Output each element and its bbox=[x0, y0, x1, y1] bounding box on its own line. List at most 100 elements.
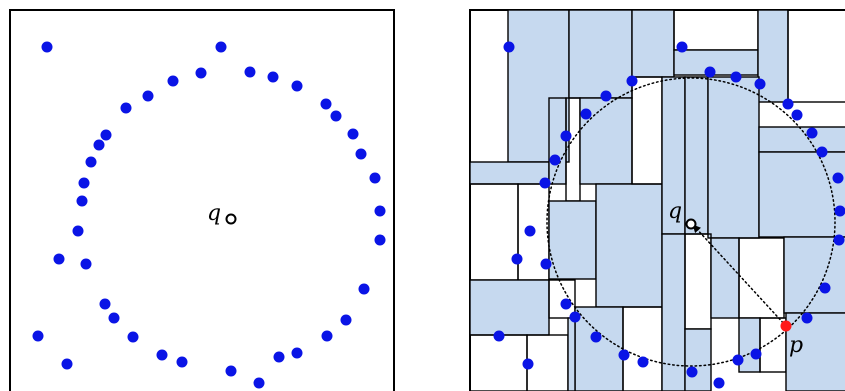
data-point bbox=[100, 129, 112, 141]
nearest-point bbox=[780, 320, 792, 332]
kd-cell bbox=[548, 279, 576, 319]
kd-cell bbox=[758, 151, 845, 238]
kd-cell bbox=[785, 312, 845, 391]
data-point bbox=[225, 365, 237, 377]
data-point bbox=[347, 128, 359, 140]
data-point bbox=[85, 156, 97, 168]
data-point bbox=[560, 130, 572, 142]
right-panel: q p bbox=[469, 9, 845, 391]
kd-cell bbox=[684, 328, 712, 391]
data-point bbox=[358, 283, 370, 295]
kd-cell bbox=[470, 161, 550, 185]
data-point bbox=[637, 356, 649, 368]
data-point bbox=[80, 258, 92, 270]
kd-cell bbox=[548, 200, 597, 280]
data-point bbox=[176, 356, 188, 368]
nearest-distance-ray bbox=[692, 224, 787, 327]
data-point bbox=[291, 347, 303, 359]
left-point-set bbox=[32, 41, 386, 389]
kd-cell bbox=[631, 10, 675, 78]
data-point bbox=[832, 172, 844, 184]
kd-cell bbox=[661, 233, 686, 391]
data-point bbox=[590, 331, 602, 343]
data-point bbox=[801, 312, 813, 324]
data-point bbox=[833, 234, 845, 246]
data-point bbox=[355, 148, 367, 160]
data-point bbox=[493, 330, 505, 342]
data-point bbox=[549, 154, 561, 166]
data-point bbox=[539, 177, 551, 189]
data-point bbox=[626, 75, 638, 87]
data-point bbox=[41, 41, 53, 53]
data-point bbox=[99, 298, 111, 310]
data-point bbox=[754, 78, 766, 90]
data-point bbox=[569, 311, 581, 323]
data-point bbox=[374, 205, 386, 217]
data-point bbox=[834, 205, 845, 217]
search-radius-circle bbox=[546, 77, 836, 367]
kd-cell bbox=[567, 317, 576, 391]
kd-cell bbox=[673, 49, 759, 76]
data-point bbox=[61, 358, 73, 370]
data-point bbox=[330, 110, 342, 122]
data-point bbox=[253, 377, 265, 389]
data-point bbox=[503, 41, 515, 53]
data-point bbox=[730, 71, 742, 83]
data-point bbox=[93, 139, 105, 151]
kd-cell bbox=[548, 97, 567, 185]
left-query-point bbox=[225, 213, 237, 225]
kd-cell bbox=[757, 10, 789, 103]
kd-tree-cells bbox=[470, 10, 845, 391]
data-point bbox=[244, 66, 256, 78]
kd-cell bbox=[707, 76, 760, 239]
right-query-label: q bbox=[668, 199, 682, 224]
data-point bbox=[580, 108, 592, 120]
kd-cell bbox=[783, 236, 845, 314]
data-point bbox=[369, 172, 381, 184]
data-point bbox=[374, 234, 386, 246]
data-point bbox=[782, 98, 794, 110]
left-panel: q bbox=[9, 9, 395, 391]
data-point bbox=[78, 177, 90, 189]
data-point bbox=[321, 330, 333, 342]
data-point bbox=[156, 349, 168, 361]
data-point bbox=[267, 71, 279, 83]
data-point bbox=[142, 90, 154, 102]
data-point bbox=[108, 312, 120, 324]
data-point bbox=[72, 225, 84, 237]
right-query-point bbox=[685, 218, 697, 230]
data-point bbox=[273, 351, 285, 363]
data-point bbox=[53, 253, 65, 265]
data-point bbox=[340, 314, 352, 326]
data-point bbox=[522, 358, 534, 370]
data-point bbox=[167, 75, 179, 87]
data-point bbox=[676, 41, 688, 53]
data-point bbox=[732, 354, 744, 366]
kd-cell bbox=[574, 306, 624, 391]
data-point bbox=[32, 330, 44, 342]
data-point bbox=[560, 298, 572, 310]
data-point bbox=[686, 366, 698, 378]
kd-cell bbox=[787, 10, 845, 103]
data-point bbox=[76, 195, 88, 207]
data-point bbox=[704, 66, 716, 78]
left-query-label: q bbox=[207, 201, 221, 226]
data-point bbox=[816, 146, 828, 158]
nearest-point-label: p bbox=[789, 333, 803, 358]
kd-cell bbox=[595, 183, 663, 308]
data-point bbox=[120, 102, 132, 114]
kd-cell bbox=[738, 317, 761, 373]
left-panel-frame bbox=[9, 9, 395, 391]
data-point bbox=[540, 258, 552, 270]
data-point bbox=[750, 348, 762, 360]
data-point bbox=[524, 225, 536, 237]
kd-cell bbox=[568, 10, 633, 99]
data-point bbox=[600, 90, 612, 102]
data-point bbox=[791, 109, 803, 121]
data-point bbox=[215, 41, 227, 53]
kd-cell bbox=[470, 279, 550, 336]
kd-cell bbox=[710, 237, 740, 319]
data-point bbox=[195, 67, 207, 79]
right-point-set bbox=[493, 41, 845, 389]
